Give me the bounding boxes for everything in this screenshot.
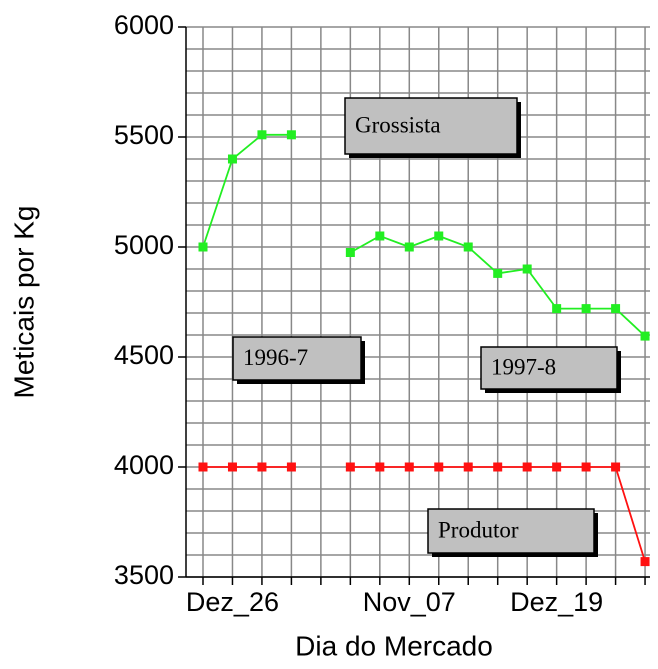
annotation-box <box>427 508 595 554</box>
point <box>404 242 414 252</box>
annotation-box <box>344 97 518 155</box>
point <box>581 462 591 472</box>
y-tick-label: 4500 <box>114 340 174 370</box>
point <box>611 462 621 472</box>
y-tick-label: 5500 <box>114 120 174 150</box>
annotation: Grossista <box>355 112 441 137</box>
point <box>375 231 385 241</box>
point <box>434 462 444 472</box>
y-tick-label: 4000 <box>114 450 174 480</box>
x-tick-label: Nov_07 <box>363 587 456 617</box>
point <box>257 130 267 140</box>
point <box>227 154 237 164</box>
point <box>522 462 532 472</box>
point <box>552 462 562 472</box>
y-tick-label: 6000 <box>114 10 174 40</box>
point <box>552 304 562 314</box>
point <box>227 462 237 472</box>
point <box>581 304 591 314</box>
point <box>434 231 444 241</box>
annotation-box <box>480 346 618 390</box>
point <box>286 130 296 140</box>
point <box>198 242 208 252</box>
annotation-box <box>232 336 362 381</box>
y-axis-title: Meticais por Kg <box>8 206 39 399</box>
point <box>493 462 503 472</box>
point <box>493 268 503 278</box>
point <box>286 462 296 472</box>
point <box>345 248 355 257</box>
point <box>463 462 473 472</box>
annotation: 1997-8 <box>491 354 556 379</box>
x-tick-label: Dez_26 <box>186 587 279 617</box>
point <box>611 304 621 314</box>
point <box>345 462 355 472</box>
point <box>404 462 414 472</box>
point <box>375 462 385 472</box>
annotation: Produtor <box>438 517 519 542</box>
point <box>463 242 473 252</box>
annotation: 1996-7 <box>243 345 308 370</box>
point <box>522 264 532 274</box>
y-tick-label: 3500 <box>114 560 174 590</box>
point <box>640 331 650 341</box>
point <box>257 462 267 472</box>
point <box>640 557 650 567</box>
point <box>198 462 208 472</box>
x-axis-title: Dia do Mercado <box>295 630 493 661</box>
y-tick-label: 5000 <box>114 230 174 260</box>
series-line <box>202 133 646 337</box>
x-tick-label: Dez_19 <box>510 587 603 617</box>
